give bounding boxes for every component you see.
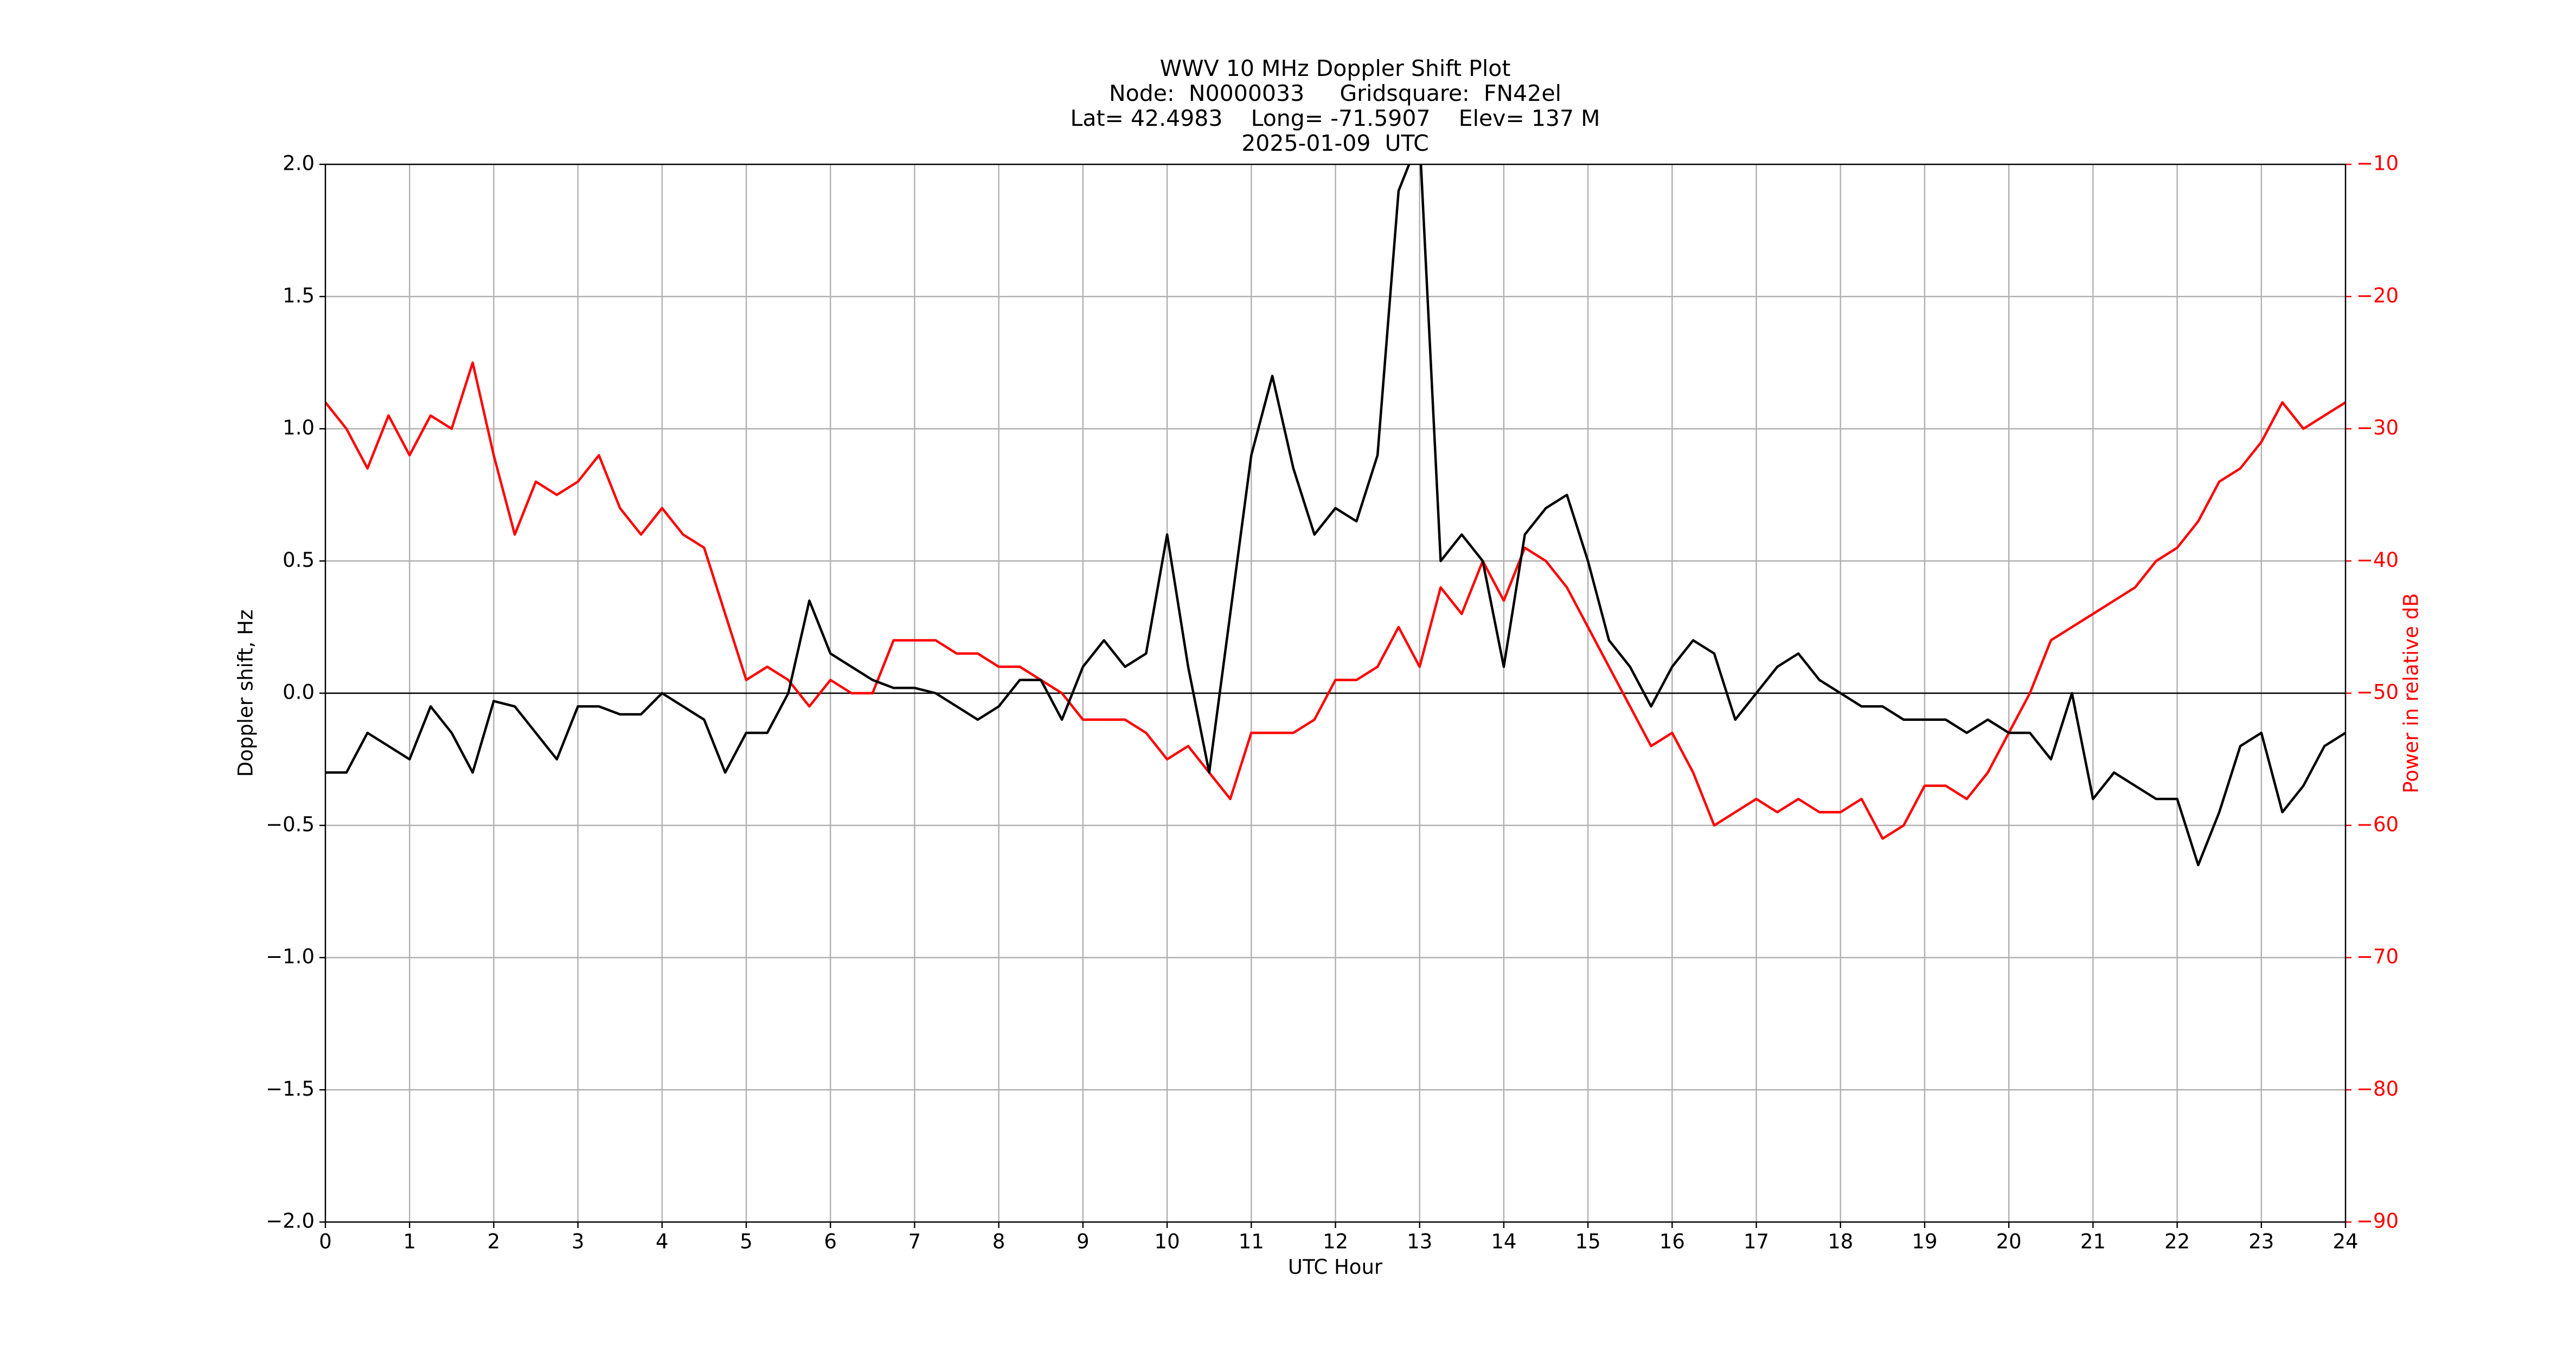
y-tick-label: 1.5 (283, 284, 315, 307)
y-tick-label: 0.5 (283, 548, 315, 572)
x-tick-label: 5 (740, 1230, 753, 1253)
x-tick-label: 0 (319, 1230, 332, 1253)
x-tick-label: 22 (2164, 1230, 2190, 1253)
chart-title: WWV 10 MHz Doppler Shift Plot (1160, 55, 1511, 81)
y-tick-label: −0.5 (266, 813, 315, 836)
x-tick-label: 20 (1996, 1230, 2022, 1253)
x-tick-label: 10 (1155, 1230, 1180, 1253)
x-tick-label: 23 (2248, 1230, 2274, 1253)
y-tick-label: −1.5 (266, 1077, 315, 1101)
y2-tick-label: −10 (2356, 152, 2399, 175)
x-tick-label: 2 (488, 1230, 501, 1253)
x-tick-label: 18 (1828, 1230, 1853, 1253)
x-tick-label: 19 (1912, 1230, 1937, 1253)
y2-tick-label: −80 (2356, 1077, 2399, 1101)
y2-tick-label: −90 (2356, 1210, 2399, 1233)
x-tick-label: 11 (1239, 1230, 1264, 1253)
y2-tick-label: −30 (2356, 416, 2399, 439)
y2-tick-label: −50 (2356, 681, 2399, 704)
x-tick-label: 1 (403, 1230, 416, 1253)
x-tick-label: 13 (1407, 1230, 1432, 1253)
y2-tick-label: −40 (2356, 548, 2399, 572)
series-line (325, 164, 2346, 867)
x-tick-label: 21 (2080, 1230, 2106, 1253)
y-tick-label: 2.0 (283, 152, 315, 175)
y-tick-label: 0.0 (283, 681, 315, 704)
x-tick-label: 17 (1744, 1230, 1769, 1253)
x-tick-label: 6 (824, 1230, 837, 1253)
x-axis-label: UTC Hour (1288, 1256, 1383, 1279)
chart-title: Node: N0000033 Gridsquare: FN42el (1109, 80, 1561, 106)
x-tick-label: 4 (656, 1230, 669, 1253)
x-tick-label: 8 (992, 1230, 1005, 1253)
y2-tick-label: −20 (2356, 284, 2399, 307)
chart-title: 2025-01-09 UTC (1241, 130, 1429, 156)
x-tick-label: 16 (1659, 1230, 1685, 1253)
y2-axis-label: Power in relative dB (2400, 593, 2423, 793)
x-tick-label: 15 (1575, 1230, 1601, 1253)
plot-frame (324, 163, 2347, 1223)
y-tick-label: 1.0 (283, 416, 315, 439)
y-tick-label: −1.0 (266, 945, 315, 968)
x-tick-label: 12 (1323, 1230, 1348, 1253)
x-tick-label: 9 (1076, 1230, 1090, 1253)
chart-title: Lat= 42.4983 Long= -71.5907 Elev= 137 M (1070, 105, 1600, 131)
y2-tick-label: −70 (2356, 945, 2399, 968)
x-tick-label: 14 (1491, 1230, 1516, 1253)
y2-tick-label: −60 (2356, 813, 2399, 836)
x-tick-label: 3 (572, 1230, 585, 1253)
x-tick-label: 24 (2333, 1230, 2358, 1253)
y-tick-label: −2.0 (266, 1210, 315, 1233)
y-axis-label: Doppler shift, Hz (234, 610, 258, 777)
x-tick-label: 7 (908, 1230, 921, 1253)
